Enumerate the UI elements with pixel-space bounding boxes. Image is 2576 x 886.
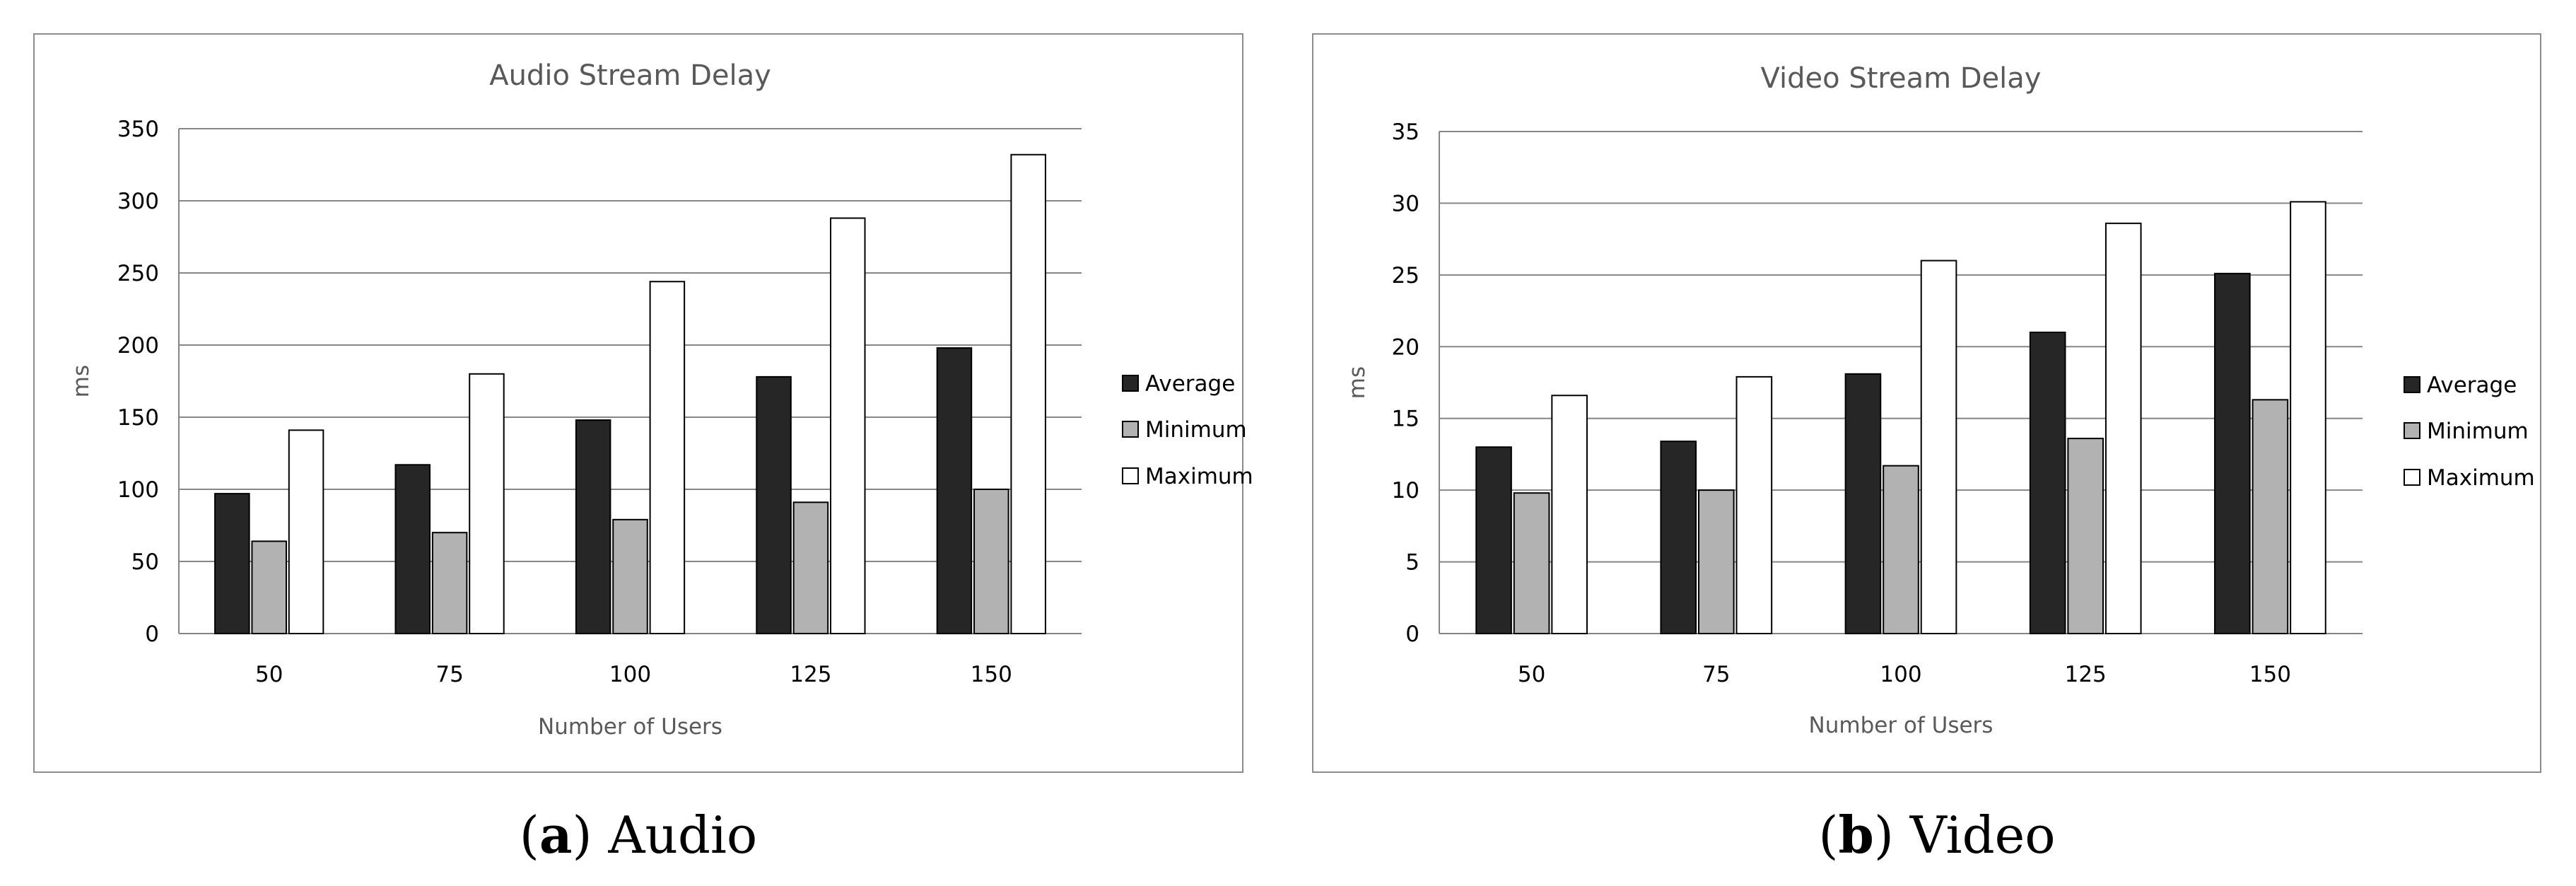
legend-label-average: Average xyxy=(2427,373,2517,398)
bar-maximum-150 xyxy=(1010,153,1046,635)
x-tick-label: 150 xyxy=(2249,662,2291,687)
bar-minimum-50 xyxy=(251,540,287,634)
bar-average-75 xyxy=(394,464,431,634)
y-tick-label: 150 xyxy=(117,405,159,431)
caption-paren-open: ( xyxy=(520,805,539,865)
bar-average-125 xyxy=(2029,332,2066,634)
caption-text: ) Audio xyxy=(572,805,757,865)
x-tick-label: 100 xyxy=(609,662,651,687)
x-tick-label: 50 xyxy=(255,662,283,687)
bar-maximum-125 xyxy=(829,217,866,635)
y-tick-label: 350 xyxy=(117,117,159,142)
legend-swatch-minimum xyxy=(1122,421,1139,438)
chart-panel-1: 0 50 100 150 200 250 300 350 50 75 100 125 150 Audio … xyxy=(33,33,1253,865)
caption-letter: b xyxy=(1838,805,1873,865)
y-tick-label: 0 xyxy=(1405,622,1419,647)
y-tick-label: 5 xyxy=(1405,550,1419,576)
legend-swatch-maximum xyxy=(1122,467,1139,484)
y-tick-label: 10 xyxy=(1392,478,1419,503)
x-tick-label: 125 xyxy=(2065,662,2107,687)
x-tick-label: 50 xyxy=(1518,662,1545,687)
x-tick-label: 125 xyxy=(790,662,831,687)
y-tick-label: 20 xyxy=(1392,334,1419,360)
x-tick-label: 150 xyxy=(971,662,1012,687)
x-tick-label: 75 xyxy=(1702,662,1730,687)
bar-minimum-75 xyxy=(1697,489,1735,635)
chart-title: Video Stream Delay xyxy=(1761,62,2042,95)
legend-label-minimum: Minimum xyxy=(1145,417,1247,443)
legend-label-minimum: Minimum xyxy=(2427,419,2529,444)
figure-caption: (a) Audio xyxy=(520,805,758,865)
bar-maximum-50 xyxy=(1551,395,1588,634)
bar-average-150 xyxy=(2214,272,2251,634)
bar-maximum-100 xyxy=(649,281,686,634)
x-tick-label: 100 xyxy=(1880,662,1921,687)
legend-label-maximum: Maximum xyxy=(1145,464,1253,489)
bar-maximum-100 xyxy=(1920,260,1957,635)
bar-maximum-50 xyxy=(288,429,324,634)
legend-swatch-average xyxy=(1122,375,1139,392)
chart-title: Audio Stream Delay xyxy=(489,59,771,92)
y-tick-label: 50 xyxy=(131,549,159,575)
x-tick-label: 75 xyxy=(435,662,463,687)
bar-average-50 xyxy=(214,493,250,634)
bar-maximum-75 xyxy=(469,373,505,634)
y-axis-label: ms xyxy=(69,365,94,397)
legend-swatch-maximum xyxy=(2404,469,2420,486)
y-tick-label: 250 xyxy=(117,261,159,286)
caption-letter: a xyxy=(539,805,573,865)
bar-maximum-125 xyxy=(2104,222,2142,635)
legend-label-average: Average xyxy=(1145,371,1235,397)
bar-minimum-125 xyxy=(792,501,829,634)
y-tick-label: 15 xyxy=(1392,407,1419,432)
y-tick-label: 30 xyxy=(1392,191,1419,216)
bar-minimum-100 xyxy=(1883,465,1919,635)
caption-paren-open: ( xyxy=(1818,805,1838,865)
y-axis-label: ms xyxy=(1345,366,1370,399)
y-tick-label: 25 xyxy=(1392,263,1419,288)
y-tick-label: 300 xyxy=(117,189,159,214)
bar-minimum-75 xyxy=(431,532,468,635)
bar-average-100 xyxy=(1844,373,1882,634)
x-axis-label: Number of Users xyxy=(538,714,722,740)
bar-maximum-150 xyxy=(2290,201,2326,634)
figure-caption: (b) Video xyxy=(1818,805,2055,865)
bar-average-50 xyxy=(1475,446,1512,634)
bar-minimum-100 xyxy=(612,518,648,635)
legend-label-maximum: Maximum xyxy=(2427,465,2535,491)
chart-panel-2: 0 5 10 15 20 25 30 35 50 75 100 125 150 Video Stream … xyxy=(1312,33,2541,865)
bar-average-125 xyxy=(756,375,792,634)
bar-minimum-125 xyxy=(2067,438,2104,634)
y-tick-label: 200 xyxy=(117,333,159,359)
caption-text: ) Video xyxy=(1874,805,2056,865)
bar-average-150 xyxy=(936,347,973,634)
bar-minimum-50 xyxy=(1513,492,1550,635)
legend-swatch-minimum xyxy=(2404,422,2420,439)
legend-swatch-average xyxy=(2404,376,2420,393)
bar-average-100 xyxy=(575,419,611,635)
x-axis-label: Number of Users xyxy=(1809,713,1994,738)
bar-average-75 xyxy=(1660,441,1697,635)
bar-maximum-75 xyxy=(1735,375,1773,635)
y-tick-label: 0 xyxy=(145,622,159,647)
y-tick-label: 100 xyxy=(117,477,159,503)
bar-minimum-150 xyxy=(2252,399,2289,634)
bar-minimum-150 xyxy=(973,489,1009,634)
y-tick-label: 35 xyxy=(1392,120,1419,145)
